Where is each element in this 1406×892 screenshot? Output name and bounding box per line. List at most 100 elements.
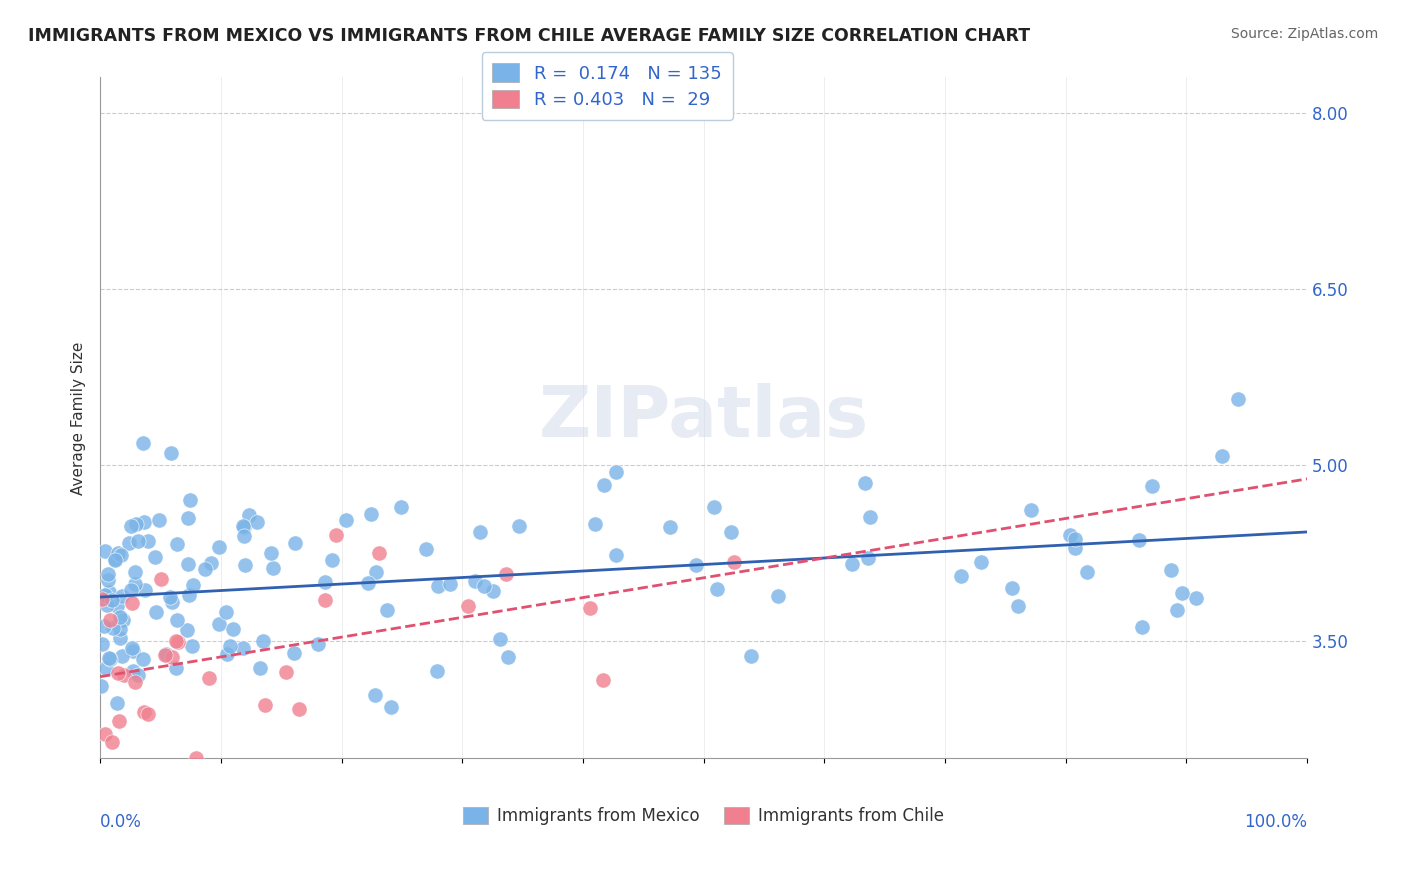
- Point: [121, 596, 143, 610]
- Point: [125, 516, 148, 531]
- Point: [107, 546, 129, 560]
- Point: [165, 634, 187, 648]
- Point: [605, 548, 627, 562]
- Point: [427, 579, 450, 593]
- Point: [496, 649, 519, 664]
- Text: 0.0%: 0.0%: [100, 813, 142, 830]
- Point: [1130, 620, 1153, 634]
- Point: [253, 698, 276, 713]
- Point: [1128, 533, 1150, 548]
- Point: [1059, 528, 1081, 542]
- Point: [464, 574, 486, 589]
- Point: [134, 515, 156, 529]
- Point: [101, 592, 124, 607]
- Point: [177, 558, 200, 572]
- Point: [148, 513, 170, 527]
- Point: [134, 583, 156, 598]
- Point: [96, 566, 118, 581]
- Point: [357, 575, 380, 590]
- Point: [439, 577, 461, 591]
- Point: [389, 500, 412, 514]
- Point: [481, 583, 503, 598]
- Point: [120, 583, 142, 598]
- Point: [215, 606, 238, 620]
- Point: [262, 560, 284, 574]
- Point: [1227, 392, 1250, 406]
- Point: [314, 575, 336, 590]
- Point: [307, 637, 329, 651]
- Point: [859, 510, 882, 524]
- Point: [104, 552, 127, 566]
- Point: [284, 536, 307, 550]
- Point: [112, 613, 135, 627]
- Point: [166, 613, 188, 627]
- Point: [179, 493, 201, 508]
- Point: [274, 665, 297, 679]
- Text: ZIPatlas: ZIPatlas: [538, 384, 869, 452]
- Point: [145, 605, 167, 619]
- Point: [1063, 532, 1085, 546]
- Point: [98, 585, 121, 599]
- Point: [1160, 563, 1182, 577]
- Point: [207, 540, 229, 554]
- Point: [180, 639, 202, 653]
- Point: [94, 727, 117, 741]
- Point: [659, 520, 682, 534]
- Legend: Immigrants from Mexico, Immigrants from Chile: Immigrants from Mexico, Immigrants from …: [457, 800, 950, 831]
- Point: [415, 541, 437, 556]
- Point: [91, 637, 114, 651]
- Point: [841, 557, 863, 571]
- Point: [949, 568, 972, 582]
- Point: [1211, 449, 1233, 463]
- Point: [127, 534, 149, 549]
- Point: [177, 587, 200, 601]
- Point: [222, 623, 245, 637]
- Point: [198, 671, 221, 685]
- Point: [1064, 541, 1087, 556]
- Point: [124, 674, 146, 689]
- Point: [1184, 591, 1206, 605]
- Point: [233, 520, 256, 534]
- Point: [118, 535, 141, 549]
- Point: [233, 558, 256, 572]
- Point: [107, 665, 129, 680]
- Point: [108, 622, 131, 636]
- Point: [685, 558, 707, 573]
- Point: [1076, 566, 1098, 580]
- Point: [124, 576, 146, 591]
- Point: [124, 565, 146, 579]
- Point: [1007, 599, 1029, 614]
- Point: [1140, 479, 1163, 493]
- Point: [181, 578, 204, 592]
- Point: [246, 515, 269, 529]
- Point: [101, 621, 124, 635]
- Point: [366, 565, 388, 579]
- Point: [740, 648, 762, 663]
- Point: [108, 714, 131, 728]
- Point: [605, 465, 627, 479]
- Point: [706, 582, 728, 597]
- Point: [159, 590, 181, 604]
- Point: [93, 619, 115, 633]
- Point: [314, 593, 336, 607]
- Point: [97, 574, 120, 588]
- Point: [155, 647, 177, 661]
- Point: [970, 555, 993, 569]
- Point: [252, 634, 274, 648]
- Point: [136, 534, 159, 549]
- Point: [155, 648, 177, 663]
- Point: [321, 552, 343, 566]
- Point: [166, 537, 188, 551]
- Point: [184, 751, 207, 765]
- Point: [858, 550, 880, 565]
- Point: [93, 544, 115, 558]
- Point: [143, 550, 166, 565]
- Point: [176, 623, 198, 637]
- Point: [108, 632, 131, 646]
- Point: [723, 555, 745, 569]
- Point: [160, 445, 183, 459]
- Point: [132, 435, 155, 450]
- Point: [217, 647, 239, 661]
- Point: [703, 500, 725, 515]
- Point: [360, 507, 382, 521]
